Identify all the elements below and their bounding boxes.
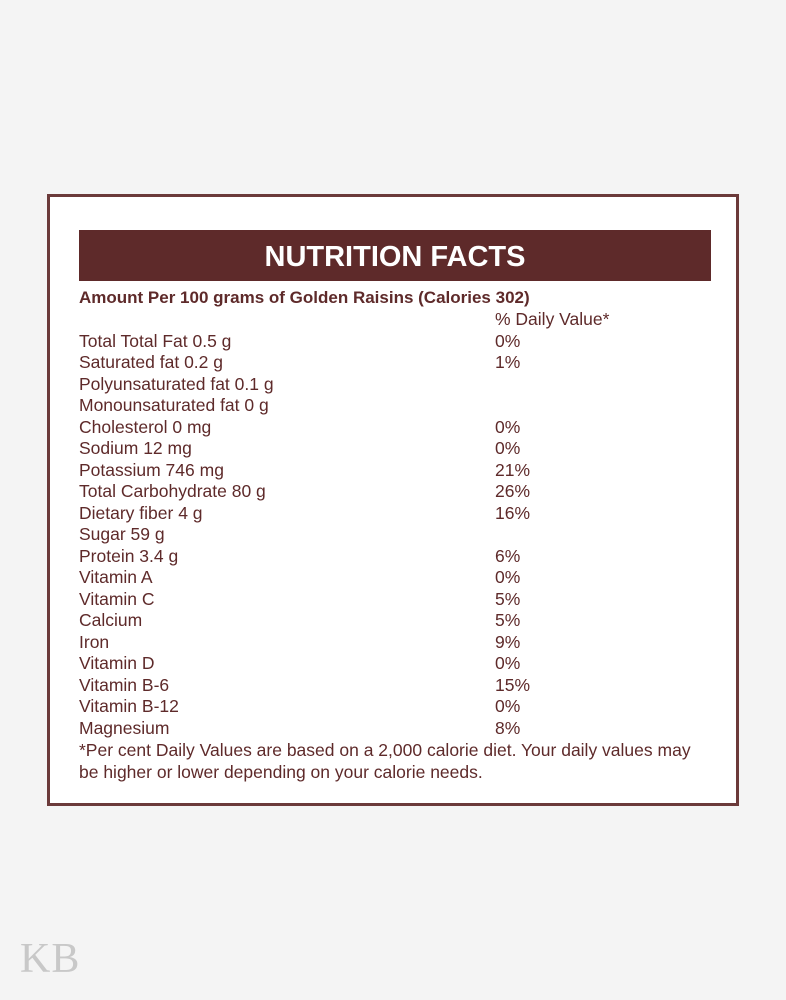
nutrient-row: Monounsaturated fat 0 g — [79, 395, 719, 417]
nutrient-name: Iron — [79, 631, 110, 652]
nutrient-name: Total Carbohydrate 80 g — [79, 481, 266, 501]
nutrient-name: Sugar 59 g — [79, 524, 165, 544]
nutrient-name: Cholesterol 0 mg — [79, 416, 212, 437]
nutrient-name: Dietary fiber 4 g — [79, 502, 203, 523]
nutrient-row: Vitamin D 0% — [79, 653, 719, 675]
nutrient-daily-value: 26% — [495, 481, 531, 501]
nutrient-name: Monounsaturated fat 0 g — [79, 395, 269, 415]
nutrient-name: Total Total Fat 0.5 g — [79, 330, 232, 351]
kb-logo: KB — [20, 936, 81, 982]
nutrient-name: Vitamin A — [79, 567, 153, 587]
nutrient-list: Total Total Fat 0.5 g 0% Saturated fat 0.2… — [79, 331, 719, 740]
nutrient-row: Sodium 12 mg 0% — [79, 438, 719, 460]
amount-per-serving: Amount Per 100 grams of Golden Raisins (… — [79, 288, 530, 307]
nutrient-name: Vitamin C — [79, 588, 155, 609]
nutrient-row: Vitamin B-6 15% — [79, 675, 719, 697]
nutrition-facts-card: NUTRITION FACTS Amount Per 100 grams of … — [47, 194, 739, 806]
nutrient-row: Vitamin B-12 0% — [79, 696, 719, 718]
nutrient-name: Sodium 12 mg — [79, 438, 192, 458]
nutrient-daily-value: 1% — [495, 352, 521, 372]
nutrient-daily-value: 0% — [495, 330, 521, 351]
nutrient-row: Saturated fat 0.2 g 1% — [79, 352, 719, 374]
nutrient-row: Vitamin C 5% — [79, 589, 719, 611]
nutrient-daily-value — [495, 524, 719, 546]
nutrient-name: Calcium — [79, 610, 143, 630]
nutrient-row: Iron 9% — [79, 632, 719, 654]
nutrient-name: Vitamin B-6 — [79, 674, 170, 695]
nutrient-daily-value: 9% — [495, 631, 521, 652]
title-bar: NUTRITION FACTS — [79, 230, 711, 281]
nutrient-name: Protein 3.4 g — [79, 545, 179, 566]
nutrient-daily-value: 21% — [495, 459, 531, 480]
daily-value-header-row: % Daily Value* — [79, 309, 719, 331]
nutrient-row: Polyunsaturated fat 0.1 g — [79, 374, 719, 396]
nutrient-row: Total Carbohydrate 80 g 26% — [79, 481, 719, 503]
nutrient-row: Protein 3.4 g 6% — [79, 546, 719, 568]
nutrient-daily-value — [495, 374, 719, 396]
nutrient-row: Sugar 59 g — [79, 524, 719, 546]
nutrient-name: Vitamin D — [79, 653, 155, 673]
nutrient-daily-value: 16% — [495, 502, 531, 523]
nutrient-daily-value: 6% — [495, 545, 521, 566]
nutrient-row: Total Total Fat 0.5 g 0% — [79, 331, 719, 353]
nutrient-daily-value: 5% — [495, 588, 521, 609]
nutrient-daily-value: 0% — [495, 696, 521, 716]
nutrient-name: Saturated fat 0.2 g — [79, 352, 223, 372]
nutrient-daily-value: 5% — [495, 610, 521, 630]
nutrient-row: Cholesterol 0 mg 0% — [79, 417, 719, 439]
nutrient-daily-value: 0% — [495, 567, 521, 587]
page-title: NUTRITION FACTS — [264, 241, 526, 273]
nutrient-row: Dietary fiber 4 g 16% — [79, 503, 719, 525]
nutrient-daily-value: 8% — [495, 717, 521, 738]
nutrient-daily-value: 15% — [495, 674, 531, 695]
nutrient-row: Vitamin A 0% — [79, 567, 719, 589]
nutrient-name: Polyunsaturated fat 0.1 g — [79, 373, 274, 394]
nutrition-content: Amount Per 100 grams of Golden Raisins (… — [79, 287, 719, 783]
nutrient-row: Magnesium 8% — [79, 718, 719, 740]
nutrient-name: Vitamin B-12 — [79, 696, 179, 716]
header-spacer — [79, 309, 495, 331]
nutrient-daily-value: 0% — [495, 416, 521, 437]
daily-value-header: % Daily Value* — [495, 309, 610, 329]
nutrient-daily-value: 0% — [495, 438, 521, 458]
nutrient-row: Potassium 746 mg 21% — [79, 460, 719, 482]
footnote: *Per cent Daily Values are based on a 2,… — [79, 740, 691, 782]
nutrient-daily-value — [495, 395, 719, 417]
nutrient-name: Potassium 746 mg — [79, 459, 224, 480]
nutrient-daily-value: 0% — [495, 653, 521, 673]
nutrient-row: Calcium 5% — [79, 610, 719, 632]
nutrient-name: Magnesium — [79, 717, 170, 738]
